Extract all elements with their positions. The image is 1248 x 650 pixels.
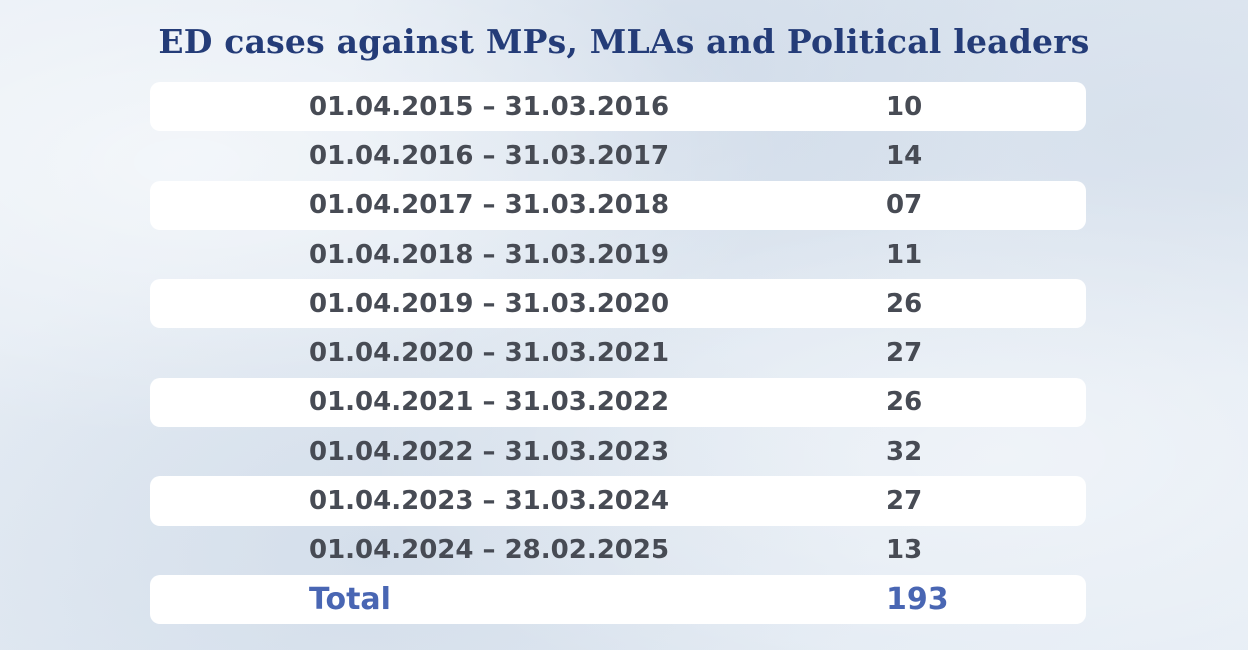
period-cell: 01.04.2023 – 31.03.2024 bbox=[309, 486, 670, 517]
period-cell: 01.04.2024 – 28.02.2025 bbox=[309, 535, 670, 566]
period-cell: 01.04.2018 – 31.03.2019 bbox=[309, 239, 670, 270]
case-count-cell: 27 bbox=[886, 338, 923, 369]
period-cell: 01.04.2017 – 31.03.2018 bbox=[309, 190, 670, 221]
table-row: 01.04.2019 – 31.03.2020 26 bbox=[150, 279, 1086, 329]
table-row: 01.04.2015 – 31.03.2016 10 bbox=[150, 82, 1086, 132]
case-count-cell: 10 bbox=[886, 91, 923, 122]
period-cell: 01.04.2016 – 31.03.2017 bbox=[309, 140, 670, 171]
case-count-cell: 32 bbox=[886, 436, 923, 467]
case-count-cell: 14 bbox=[886, 140, 923, 171]
period-cell: 01.04.2019 – 31.03.2020 bbox=[309, 288, 670, 319]
table-row: 01.04.2020 – 31.03.2021 27 bbox=[150, 328, 1086, 377]
case-count-cell: 11 bbox=[886, 239, 923, 270]
case-count-cell: 26 bbox=[886, 288, 923, 319]
case-count-cell: 26 bbox=[886, 387, 923, 418]
table-row: 01.04.2018 – 31.03.2019 11 bbox=[150, 230, 1086, 279]
case-count-cell: 13 bbox=[886, 535, 923, 566]
case-count-cell: 07 bbox=[886, 190, 923, 221]
period-cell: 01.04.2021 – 31.03.2022 bbox=[309, 387, 670, 418]
total-label: Total bbox=[309, 582, 391, 618]
table-row: 01.04.2024 – 28.02.2025 13 bbox=[150, 526, 1086, 575]
page-title: ED cases against MPs, MLAs and Political… bbox=[158, 22, 1090, 61]
period-cell: 01.04.2020 – 31.03.2021 bbox=[309, 338, 670, 369]
total-row: Total 193 bbox=[150, 574, 1086, 625]
total-value: 193 bbox=[886, 582, 949, 618]
table-row: 01.04.2016 – 31.03.2017 14 bbox=[150, 131, 1086, 180]
table-row: 01.04.2023 – 31.03.2024 27 bbox=[150, 476, 1086, 526]
table-row: 01.04.2021 – 31.03.2022 26 bbox=[150, 377, 1086, 428]
cases-table: 01.04.2015 – 31.03.2016 10 01.04.2016 – 31… bbox=[150, 82, 1086, 625]
table-row: 01.04.2017 – 31.03.2018 07 bbox=[150, 180, 1086, 230]
period-cell: 01.04.2022 – 31.03.2023 bbox=[309, 436, 670, 467]
period-cell: 01.04.2015 – 31.03.2016 bbox=[309, 91, 670, 122]
table-row: 01.04.2022 – 31.03.2023 32 bbox=[150, 427, 1086, 476]
case-count-cell: 27 bbox=[886, 486, 923, 517]
